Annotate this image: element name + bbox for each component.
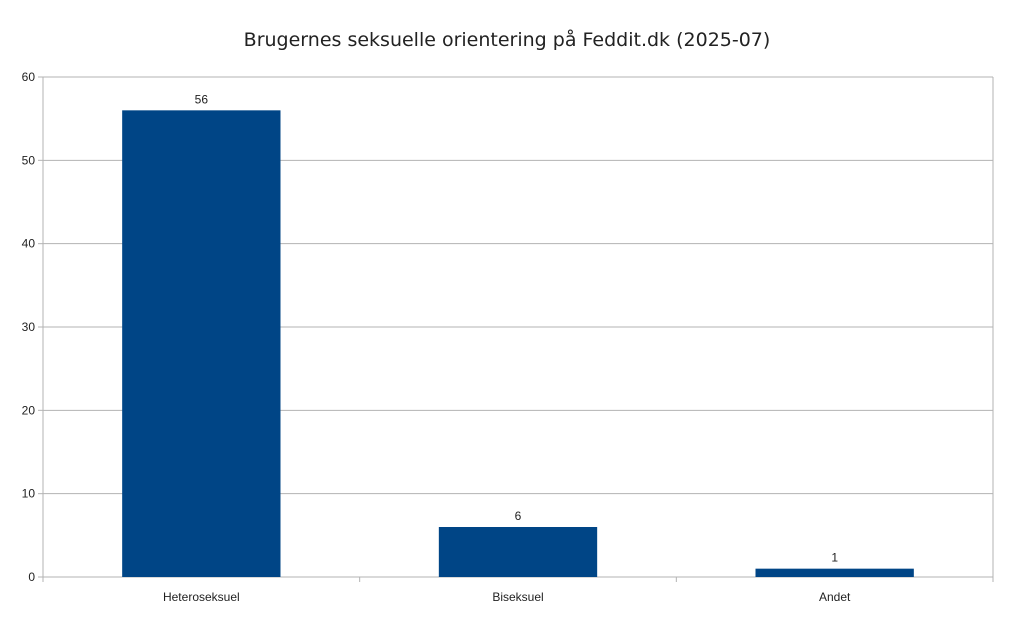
- x-tick-label: Andet: [819, 590, 851, 604]
- y-tick-label: 0: [28, 570, 35, 584]
- labels: 0 10 20 30 40 50 60 56 Heteroseksuel 6 Biseksuel 1 A…: [22, 70, 851, 604]
- bar-heteroseksuel: [122, 110, 281, 577]
- y-tick-label: 20: [22, 403, 36, 417]
- data-label: 6: [515, 509, 522, 523]
- bar-biseksuel: [438, 527, 598, 577]
- gridlines: [43, 76, 993, 495]
- data-label: 1: [831, 551, 838, 565]
- bars: [122, 110, 914, 577]
- data-label: 56: [195, 92, 209, 106]
- y-tick-label: 60: [22, 70, 36, 84]
- x-tick-label: Biseksuel: [492, 590, 543, 604]
- bar-andet: [755, 568, 914, 577]
- chart-title: Brugernes seksuelle orientering på Feddi…: [243, 29, 771, 51]
- y-tick-label: 50: [22, 153, 36, 167]
- y-tick-label: 40: [22, 237, 36, 251]
- x-tick-label: Heteroseksuel: [163, 590, 240, 604]
- y-tick-label: 10: [22, 487, 36, 501]
- y-tick-label: 30: [22, 320, 36, 334]
